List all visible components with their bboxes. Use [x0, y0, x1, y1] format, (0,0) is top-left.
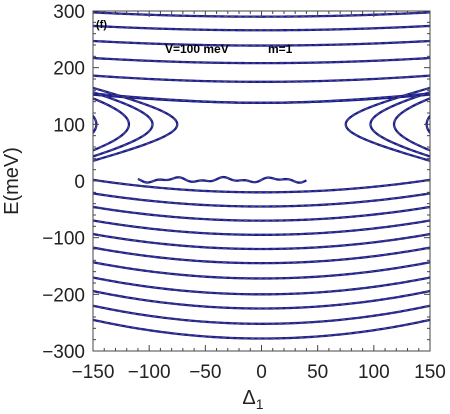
- y-tick-label: −100: [42, 229, 85, 250]
- lower-level-2-dashed: [93, 206, 430, 222]
- x-tick-label: 100: [358, 362, 390, 383]
- lower-level-8-dashed: [93, 290, 430, 309]
- y-tick-label: −300: [42, 342, 85, 363]
- upper-level-3-dashed: [93, 57, 430, 64]
- level-zero-wiggle-dashed: [137, 176, 307, 184]
- lower-level-9-dashed: [93, 305, 430, 325]
- side-branch-right-2-solid: [369, 91, 430, 158]
- x-tick-label: −100: [128, 362, 171, 383]
- lower-level-5-dashed: [93, 247, 430, 264]
- lower-level-0-dashed: [93, 179, 430, 193]
- upper-level-1-dashed: [93, 92, 430, 104]
- lower-level-3-dashed: [93, 219, 430, 236]
- x-axis-title-sub: 1: [256, 396, 264, 412]
- panel-label: (f): [96, 19, 107, 31]
- x-axis-title: Δ1: [242, 387, 263, 412]
- y-tick-label: 200: [53, 59, 85, 80]
- lower-level-7-dashed: [93, 276, 430, 295]
- y-axis-title: E(meV): [1, 147, 23, 215]
- side-branch-left-3-solid: [93, 86, 179, 162]
- side-branch-left-0-solid: [93, 114, 98, 135]
- lower-level-6-dashed: [93, 261, 430, 279]
- lower-level-1-dashed: [93, 192, 430, 207]
- x-axis-title-main: Δ: [242, 387, 255, 409]
- lower-level-10-dashed: [93, 319, 430, 340]
- x-tick-label: 50: [307, 362, 328, 383]
- x-tick-label: 150: [414, 362, 446, 383]
- x-tick-label: 0: [256, 362, 267, 383]
- y-tick-label: 300: [53, 2, 85, 23]
- x-tick-label: −50: [189, 362, 221, 383]
- annotation-m: m=1: [268, 42, 293, 56]
- side-branch-right-1-solid: [392, 97, 430, 152]
- lower-level-4-dashed: [93, 233, 430, 250]
- upper-level-4-dashed: [93, 40, 430, 47]
- side-branch-right-0-solid: [425, 114, 430, 135]
- upper-level-5-dashed: [93, 25, 430, 31]
- y-tick-label: −200: [42, 285, 85, 306]
- side-branch-right-3-solid: [344, 86, 430, 162]
- x-tick-label: −150: [72, 362, 115, 383]
- y-tick-label: 100: [53, 115, 85, 136]
- upper-level-2-dashed: [93, 75, 430, 83]
- y-tick-label: 0: [74, 172, 85, 193]
- annotation-v: V=100 meV: [165, 42, 229, 56]
- side-branch-left-1-solid: [93, 97, 131, 152]
- side-branch-left-2-solid: [93, 91, 154, 158]
- ticks-group: −150 −100 −50 0 50 100 150 −300 −200 −100 0 100 200 3…: [42, 2, 446, 383]
